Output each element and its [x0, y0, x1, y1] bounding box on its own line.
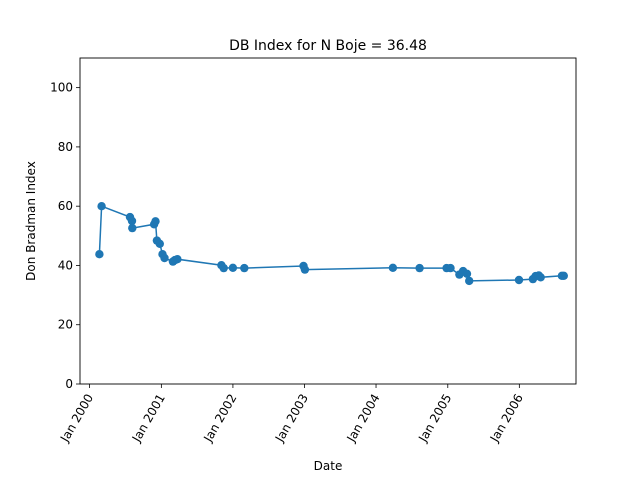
data-point: [559, 271, 568, 280]
data-point: [151, 217, 160, 226]
y-axis-label: Don Bradman Index: [24, 161, 38, 281]
y-tick-label: 100: [50, 81, 73, 95]
data-point: [462, 269, 472, 278]
data-point: [228, 263, 238, 272]
data-point: [415, 263, 424, 273]
data-point: [127, 216, 137, 226]
data-point: [240, 263, 249, 273]
data-point: [155, 239, 164, 248]
data-point: [536, 273, 545, 282]
y-tick-label: 0: [65, 377, 73, 391]
data-point: [97, 202, 106, 211]
y-tick-label: 40: [58, 258, 73, 272]
plot-area: [95, 202, 568, 286]
y-tick-label: 60: [58, 199, 73, 213]
y-tick-label: 20: [58, 318, 73, 332]
data-point: [160, 253, 169, 263]
data-point: [514, 275, 524, 285]
data-point: [95, 250, 104, 259]
y-tick-label: 80: [58, 140, 73, 154]
data-point: [446, 263, 455, 273]
data-point: [128, 223, 137, 233]
data-point: [465, 276, 474, 286]
chart-title: DB Index for N Boje = 36.48: [229, 38, 427, 54]
y-axis: 0 20 40 60 80 100: [50, 81, 80, 391]
data-point: [388, 263, 398, 272]
data-point: [173, 255, 182, 264]
data-point: [300, 265, 310, 274]
axes-frame: [79, 57, 577, 385]
x-axis-label: Date: [314, 459, 343, 473]
data-point: [219, 263, 228, 273]
